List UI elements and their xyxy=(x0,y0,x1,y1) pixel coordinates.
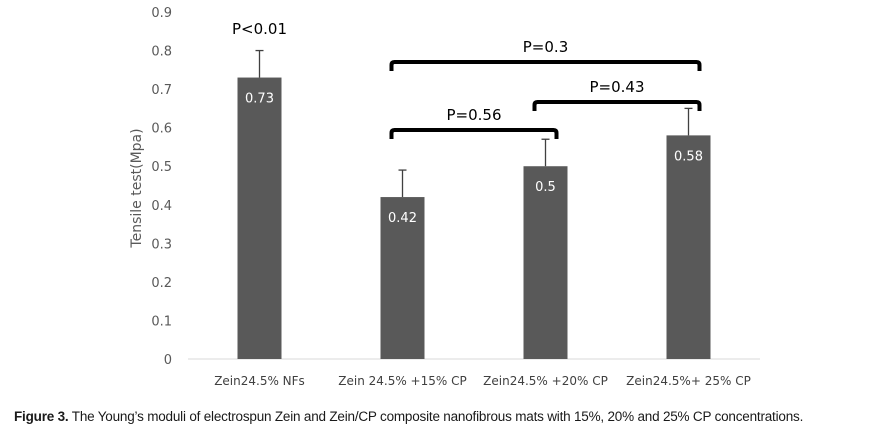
y-tick-label: 0.5 xyxy=(151,160,172,175)
p-value-label: P=0.43 xyxy=(589,78,644,96)
significance-bracket xyxy=(389,128,559,139)
p-value-label: P=0.56 xyxy=(446,106,501,124)
bar xyxy=(666,135,711,359)
p-value-label: P<0.01 xyxy=(232,20,287,38)
significance-annotations: P<0.01 P=0.3 P=0.43 P=0.56 xyxy=(232,20,702,139)
category-label: Zein 24.5% +15% CP xyxy=(338,374,466,388)
y-tick-label: 0 xyxy=(164,353,172,368)
category-labels: Zein24.5% NFs Zein 24.5% +15% CP Zein24.5%… xyxy=(214,374,751,388)
category-label: Zein24.5%+ 25% CP xyxy=(626,374,751,388)
figure-caption: Figure 3. The Young’s moduli of electros… xyxy=(14,409,884,424)
y-tick-label: 0.8 xyxy=(151,45,172,60)
significance-bracket xyxy=(532,100,702,111)
error-bars xyxy=(255,49,693,198)
significance-bracket xyxy=(389,60,702,71)
p-value-label: P=0.3 xyxy=(523,38,568,56)
category-label: Zein24.5% NFs xyxy=(214,374,305,388)
data-labels: 0.73 0.42 0.5 0.58 xyxy=(245,92,703,227)
y-tick-label: 0.4 xyxy=(151,199,172,214)
y-axis-label: Tensile test(Mpa) xyxy=(129,128,145,248)
figure-label: Figure 3. xyxy=(14,409,69,424)
y-tick-label: 0.7 xyxy=(151,83,172,98)
y-tick-label: 0.1 xyxy=(151,314,172,329)
bar xyxy=(380,197,425,359)
bar-chart: 0 0.1 0.2 0.3 0.4 0.5 0.6 0.7 0.8 0.9 Tensile tes… xyxy=(129,6,760,388)
bar-value-label: 0.42 xyxy=(388,211,417,226)
y-tick-label: 0.6 xyxy=(151,122,172,137)
bar-value-label: 0.58 xyxy=(674,149,703,164)
category-label: Zein24.5% +20% CP xyxy=(483,374,608,388)
bar xyxy=(523,166,568,359)
y-tick-label: 0.9 xyxy=(151,6,172,21)
bars xyxy=(237,77,711,360)
caption-text: The Young’s moduli of electrospun Zein a… xyxy=(68,409,804,424)
y-tick-label: 0.2 xyxy=(151,276,172,291)
y-axis: 0 0.1 0.2 0.3 0.4 0.5 0.6 0.7 0.8 0.9 xyxy=(151,6,172,368)
y-tick-label: 0.3 xyxy=(151,237,172,252)
bar-value-label: 0.5 xyxy=(535,180,556,195)
bar xyxy=(237,77,282,360)
bar-value-label: 0.73 xyxy=(245,92,274,107)
